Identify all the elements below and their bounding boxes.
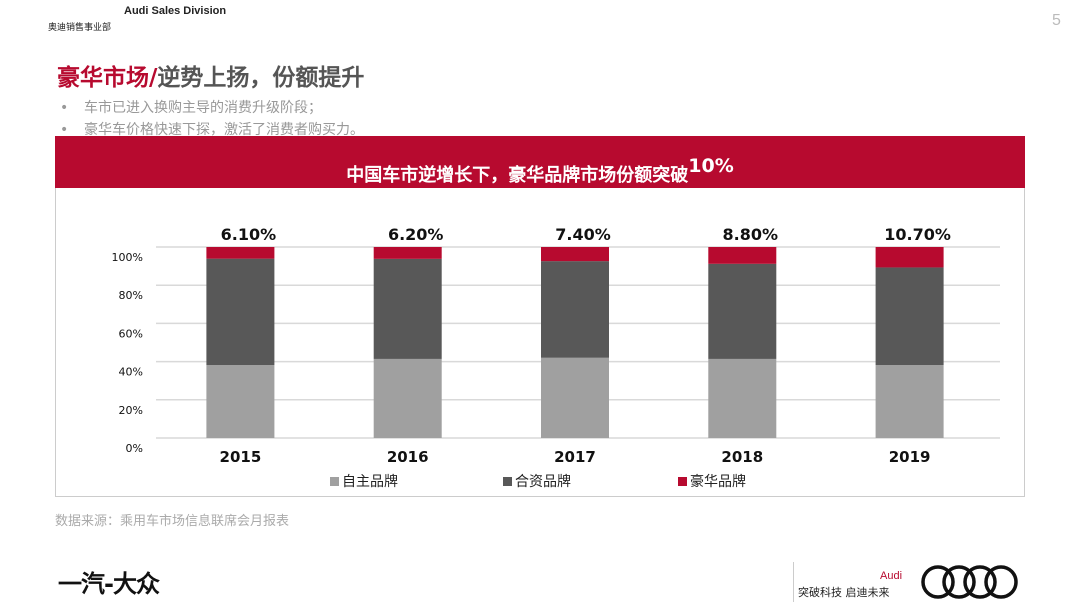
page-number: 5 xyxy=(1052,12,1061,29)
bullet-item: • 车市已进入换购主导的消费升级阶段； xyxy=(60,100,322,116)
legend-swatch xyxy=(678,477,687,486)
division-name-en: Audi Sales Division xyxy=(124,5,227,17)
bar-segment xyxy=(541,247,609,262)
bar-segment xyxy=(875,267,944,366)
title-rest: 逆势上扬，份额提升 xyxy=(157,65,365,91)
footer-divider xyxy=(793,562,794,602)
title-highlight: 豪华市场/ xyxy=(57,65,158,91)
x-tick-label: 2019 xyxy=(889,448,931,466)
bar-segment xyxy=(708,263,777,359)
chart-header-superscript: 10% xyxy=(688,155,734,177)
y-tick-label: 40% xyxy=(119,366,143,379)
y-tick-label: 20% xyxy=(119,404,143,417)
x-tick-label: 2018 xyxy=(721,448,763,466)
y-tick-label: 0% xyxy=(126,442,143,455)
y-tick-label: 80% xyxy=(119,289,143,302)
y-tick-label: 100% xyxy=(112,251,143,264)
chart-header-text: 中国车市逆增长下，豪华品牌市场份额突破 xyxy=(346,165,689,186)
data-source: 数据来源：乘用车市场信息联席会月报表 xyxy=(55,514,290,529)
data-label: 6.20% xyxy=(388,225,444,244)
chart-header: 中国车市逆增长下，豪华品牌市场份额突破10% xyxy=(55,136,1025,188)
legend-label: 合资品牌 xyxy=(515,473,571,490)
data-label: 6.10% xyxy=(221,225,277,244)
data-label: 10.70% xyxy=(884,225,951,244)
audi-rings-logo xyxy=(921,565,1018,599)
bar-segment xyxy=(708,247,777,264)
faw-vw-logo: 一汽-大众 xyxy=(58,570,160,598)
legend-label: 自主品牌 xyxy=(342,473,398,490)
bar-segment xyxy=(708,358,777,438)
bullet-text: 车市已进入换购主导的消费升级阶段； xyxy=(84,100,322,116)
bullet-item: • 豪华车价格快速下探，激活了消费者购买力。 xyxy=(60,122,364,138)
bar-segment xyxy=(206,365,275,438)
bar-segment xyxy=(541,357,609,438)
x-tick-label: 2016 xyxy=(387,448,429,466)
slogan: 突破科技 启迪未来 xyxy=(798,586,890,599)
bar-segment xyxy=(875,365,944,438)
bar-segment xyxy=(373,247,442,259)
bar-segment xyxy=(875,247,944,268)
bar-segment xyxy=(373,358,442,438)
legend-swatch xyxy=(503,477,512,486)
x-tick-label: 2015 xyxy=(220,448,262,466)
legend-swatch xyxy=(330,477,339,486)
data-label: 7.40% xyxy=(555,225,611,244)
audi-wordmark: Audi xyxy=(880,570,903,582)
y-tick-label: 60% xyxy=(119,327,143,340)
legend-label: 豪华品牌 xyxy=(690,473,746,490)
bullet-text: 豪华车价格快速下探，激活了消费者购买力。 xyxy=(84,122,364,138)
bar-segment xyxy=(541,261,609,358)
bar-segment xyxy=(206,258,275,366)
division-name-cn: 奥迪销售事业部 xyxy=(48,23,112,33)
bar-segment xyxy=(373,258,442,359)
page-title: 豪华市场/逆势上扬，份额提升 xyxy=(57,58,364,92)
data-label: 8.80% xyxy=(723,225,779,244)
x-tick-label: 2017 xyxy=(554,448,596,466)
bar-segment xyxy=(206,247,275,259)
